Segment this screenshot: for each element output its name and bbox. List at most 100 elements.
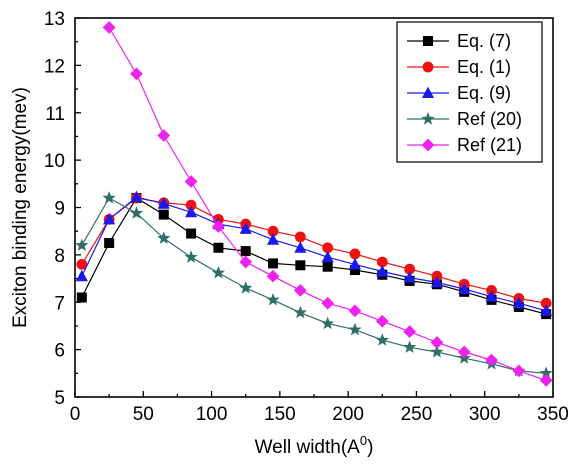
legend: Eq. (7) Eq. (1) Eq. (9) Ref (20) Ref (21) xyxy=(396,21,543,163)
x-axis-title-superscript: 0 xyxy=(360,433,367,448)
series-eq-9 xyxy=(75,190,553,316)
data-point-ref-20 xyxy=(211,265,226,279)
data-point-ref-20 xyxy=(157,231,171,244)
data-point-eq-9 xyxy=(348,257,362,270)
y-tick-label: 13 xyxy=(44,9,65,30)
data-point-ref-20 xyxy=(348,322,362,336)
data-point-eq-7 xyxy=(268,258,279,269)
data-point-eq-7 xyxy=(186,228,197,239)
series-eq-1 xyxy=(76,192,552,309)
data-point-eq-9 xyxy=(512,296,525,309)
data-point-eq-7 xyxy=(322,261,333,272)
y-tick-label: 10 xyxy=(44,151,65,172)
x-tick-label: 100 xyxy=(196,404,228,425)
y-tick-label: 11 xyxy=(45,104,65,125)
data-point-eq-9 xyxy=(130,190,143,203)
legend-item-ref-21: Ref (21) xyxy=(407,135,522,155)
data-point-ref-20 xyxy=(375,333,389,346)
data-point-eq-9 xyxy=(239,222,252,234)
data-point-eq-7 xyxy=(76,292,87,303)
data-point-eq-9 xyxy=(376,265,389,277)
data-point-ref-21 xyxy=(266,269,280,283)
data-point-ref-21 xyxy=(102,21,116,34)
series-layer xyxy=(75,21,553,387)
data-point-eq-9 xyxy=(458,282,471,294)
y-tick-label: 7 xyxy=(54,293,65,314)
y-tick-label: 12 xyxy=(44,56,65,77)
x-tick-label: 50 xyxy=(133,404,154,425)
x-tick-label: 350 xyxy=(537,404,569,425)
data-point-eq-7 xyxy=(213,242,224,253)
data-point-ref-20 xyxy=(75,238,89,252)
x-tick-label: 150 xyxy=(264,404,296,425)
data-point-ref-20 xyxy=(239,281,253,294)
data-point-ref-21 xyxy=(485,353,498,367)
series-ref-21 xyxy=(102,21,553,387)
data-point-ref-21 xyxy=(430,336,444,349)
x-axis-title-close: ) xyxy=(367,437,373,458)
data-point-ref-21 xyxy=(457,345,471,359)
data-point-eq-7 xyxy=(158,209,169,220)
legend-label-eq-7: Eq. (7) xyxy=(457,31,511,51)
data-point-ref-21 xyxy=(512,364,526,378)
series-line-eq-1 xyxy=(81,197,547,304)
data-point-eq-9 xyxy=(321,250,334,263)
data-point-eq-9 xyxy=(75,269,88,282)
data-point-ref-20 xyxy=(430,345,444,358)
legend-item-eq-1: Eq. (1) xyxy=(407,57,511,77)
data-point-ref-21 xyxy=(293,284,307,297)
data-point-ref-21 xyxy=(157,129,171,142)
data-point-eq-9 xyxy=(294,241,307,253)
data-point-eq-9 xyxy=(157,197,170,209)
data-point-ref-21 xyxy=(539,374,553,387)
data-point-ref-20 xyxy=(293,305,307,319)
data-point-eq-7 xyxy=(240,246,251,257)
legend-marker-eq-7 xyxy=(422,36,433,47)
series-eq-7 xyxy=(76,193,552,320)
y-tick-label: 9 xyxy=(54,199,65,220)
data-point-ref-21 xyxy=(239,255,253,269)
data-point-eq-1 xyxy=(294,231,306,243)
y-tick-label: 8 xyxy=(54,246,65,267)
data-point-eq-7 xyxy=(295,260,306,271)
legend-marker-eq-9 xyxy=(421,86,435,98)
x-tick-label: 300 xyxy=(469,404,501,425)
data-point-ref-21 xyxy=(348,304,362,318)
data-point-eq-9 xyxy=(540,304,553,316)
y-tick-label: 6 xyxy=(54,341,65,362)
data-point-ref-20 xyxy=(266,292,280,306)
data-point-ref-21 xyxy=(130,67,143,81)
data-point-ref-20 xyxy=(402,340,417,353)
data-point-eq-7 xyxy=(104,238,115,249)
legend-label-ref-20: Ref (20) xyxy=(457,109,522,129)
axis-ticks: 0 50 100 150 200 250 300 350 5 6 7 8 9 10 11 12 13 xyxy=(44,9,569,425)
y-tick-label: 5 xyxy=(54,388,65,409)
x-tick-label: 250 xyxy=(401,404,433,425)
legend-label-eq-9: Eq. (9) xyxy=(457,83,511,103)
legend-box xyxy=(396,21,543,163)
x-axis-title-text: Well width(A xyxy=(255,437,361,458)
data-point-ref-20 xyxy=(184,250,198,263)
data-point-eq-9 xyxy=(403,271,416,283)
data-point-ref-21 xyxy=(403,325,416,338)
data-point-ref-20 xyxy=(321,316,335,330)
data-point-ref-21 xyxy=(184,175,198,188)
legend-marker-eq-1 xyxy=(422,61,434,73)
series-line-ref-20 xyxy=(81,197,547,374)
legend-item-eq-7: Eq. (7) xyxy=(407,31,511,51)
data-point-eq-9 xyxy=(185,205,198,218)
data-point-ref-21 xyxy=(212,220,225,233)
data-point-eq-9 xyxy=(485,290,498,302)
legend-marker-ref-21 xyxy=(421,138,435,152)
data-point-ref-21 xyxy=(321,296,335,310)
y-axis-title: Exciton binding energy(mev) xyxy=(10,87,31,328)
x-axis-title: Well width(A0) xyxy=(255,433,374,458)
legend-item-ref-20: Ref (20) xyxy=(407,109,522,129)
series-line-eq-9 xyxy=(81,196,547,312)
x-tick-label: 200 xyxy=(332,404,364,425)
data-point-ref-20 xyxy=(102,191,116,204)
data-point-eq-9 xyxy=(430,275,443,288)
series-ref-20 xyxy=(75,191,553,379)
x-tick-label: 0 xyxy=(70,404,81,425)
